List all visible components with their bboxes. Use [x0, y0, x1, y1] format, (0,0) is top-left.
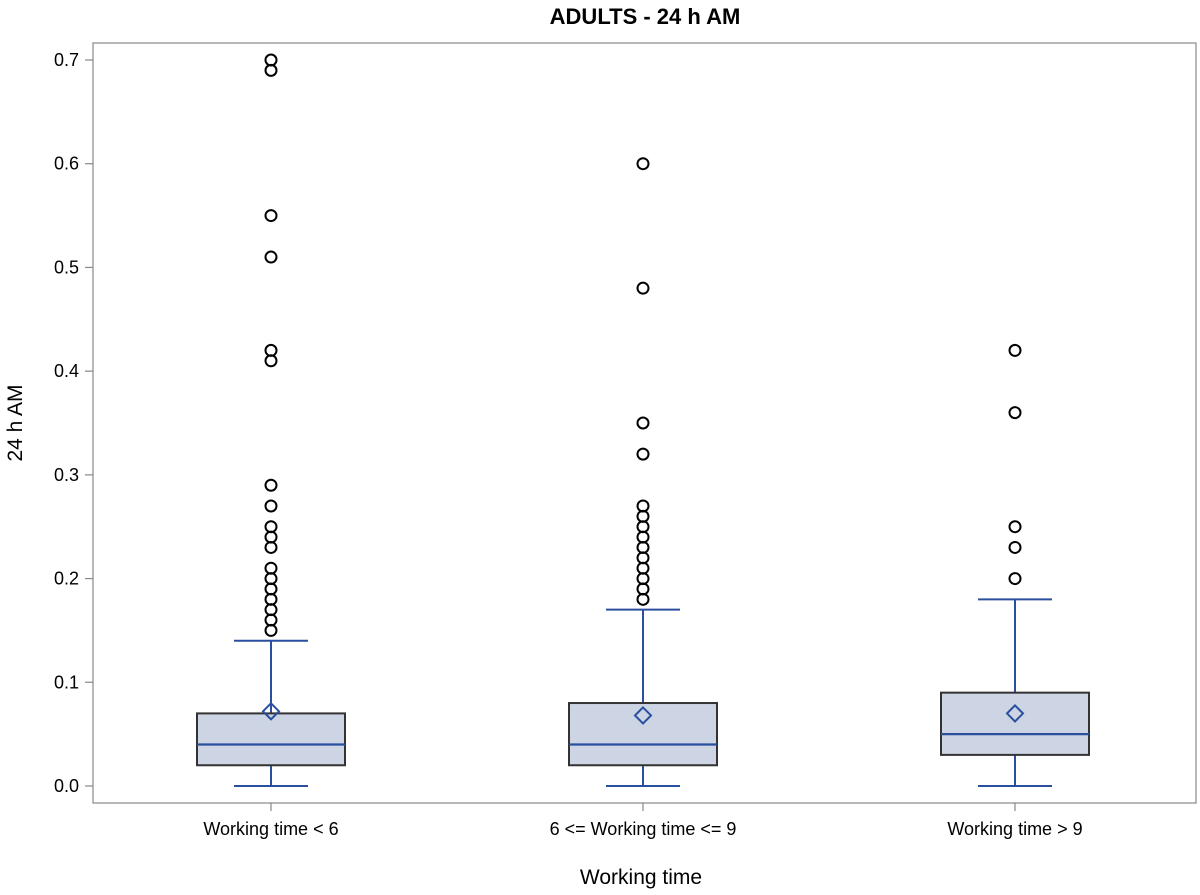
mean-marker [261, 701, 281, 721]
mean-marker [1005, 703, 1025, 723]
y-tick-label: 0.7 [54, 50, 79, 70]
outlier-point [264, 572, 278, 586]
y-tick-label: 0.1 [54, 672, 79, 692]
outlier-point [1008, 572, 1022, 586]
box-group [940, 343, 1090, 787]
outlier-point [636, 281, 650, 295]
outlier-point [636, 447, 650, 461]
outlier-point [636, 530, 650, 544]
y-tick-label: 0.2 [54, 569, 79, 589]
outlier-point [264, 209, 278, 223]
box-group [196, 53, 346, 787]
outlier-point [264, 343, 278, 357]
y-tick-label: 0.3 [54, 465, 79, 485]
y-tick-label: 0.6 [54, 154, 79, 174]
outlier-point [1008, 343, 1022, 357]
y-tick-label: 0.5 [54, 257, 79, 277]
outlier-point [264, 250, 278, 264]
outlier-point [636, 592, 650, 606]
outlier-point [264, 623, 278, 637]
x-category-label: 6 <= Working time <= 9 [550, 819, 737, 839]
outlier-point [264, 603, 278, 617]
y-tick-label: 0.0 [54, 776, 79, 796]
x-axis-label: Working time [580, 866, 702, 889]
outlier-point [264, 613, 278, 627]
outlier-point [264, 520, 278, 534]
outlier-point [1008, 540, 1022, 554]
iqr-box [940, 691, 1090, 756]
outlier-point [636, 551, 650, 565]
y-axis-label: 24 h AM [4, 384, 27, 461]
outlier-point [264, 63, 278, 77]
x-category-label: Working time < 6 [203, 819, 338, 839]
outlier-point [264, 582, 278, 596]
outlier-point [1008, 406, 1022, 420]
x-category-label: Working time > 9 [947, 819, 1082, 839]
box-series [196, 53, 1090, 787]
outlier-point [636, 499, 650, 513]
outlier-point [264, 530, 278, 544]
plot-frame [92, 42, 1197, 804]
y-axis: 0.0 0.1 0.2 0.3 0.4 0.5 0.6 0.7 [54, 50, 93, 796]
outlier-point [264, 540, 278, 554]
x-axis: Working time < 6 6 <= Working time <= 9 Wo… [203, 803, 1083, 839]
outlier-point [636, 509, 650, 523]
mean-marker [633, 706, 653, 725]
outlier-point [636, 561, 650, 575]
outlier-point [264, 561, 278, 575]
outlier-point [264, 499, 278, 513]
outlier-point [636, 157, 650, 171]
outlier-point [636, 572, 650, 586]
outlier-point [264, 53, 278, 67]
outlier-point [264, 354, 278, 368]
chart-title: ADULTS - 24 h AM [550, 4, 741, 29]
outlier-point [636, 520, 650, 534]
outlier-point [264, 478, 278, 492]
iqr-box [568, 702, 718, 767]
outlier-point [636, 540, 650, 554]
iqr-box [196, 712, 346, 767]
outlier-point [636, 416, 650, 430]
outlier-point [264, 592, 278, 606]
y-tick-label: 0.4 [54, 361, 79, 381]
outlier-point [1008, 520, 1022, 534]
outlier-point [636, 582, 650, 596]
box-group [568, 157, 718, 787]
